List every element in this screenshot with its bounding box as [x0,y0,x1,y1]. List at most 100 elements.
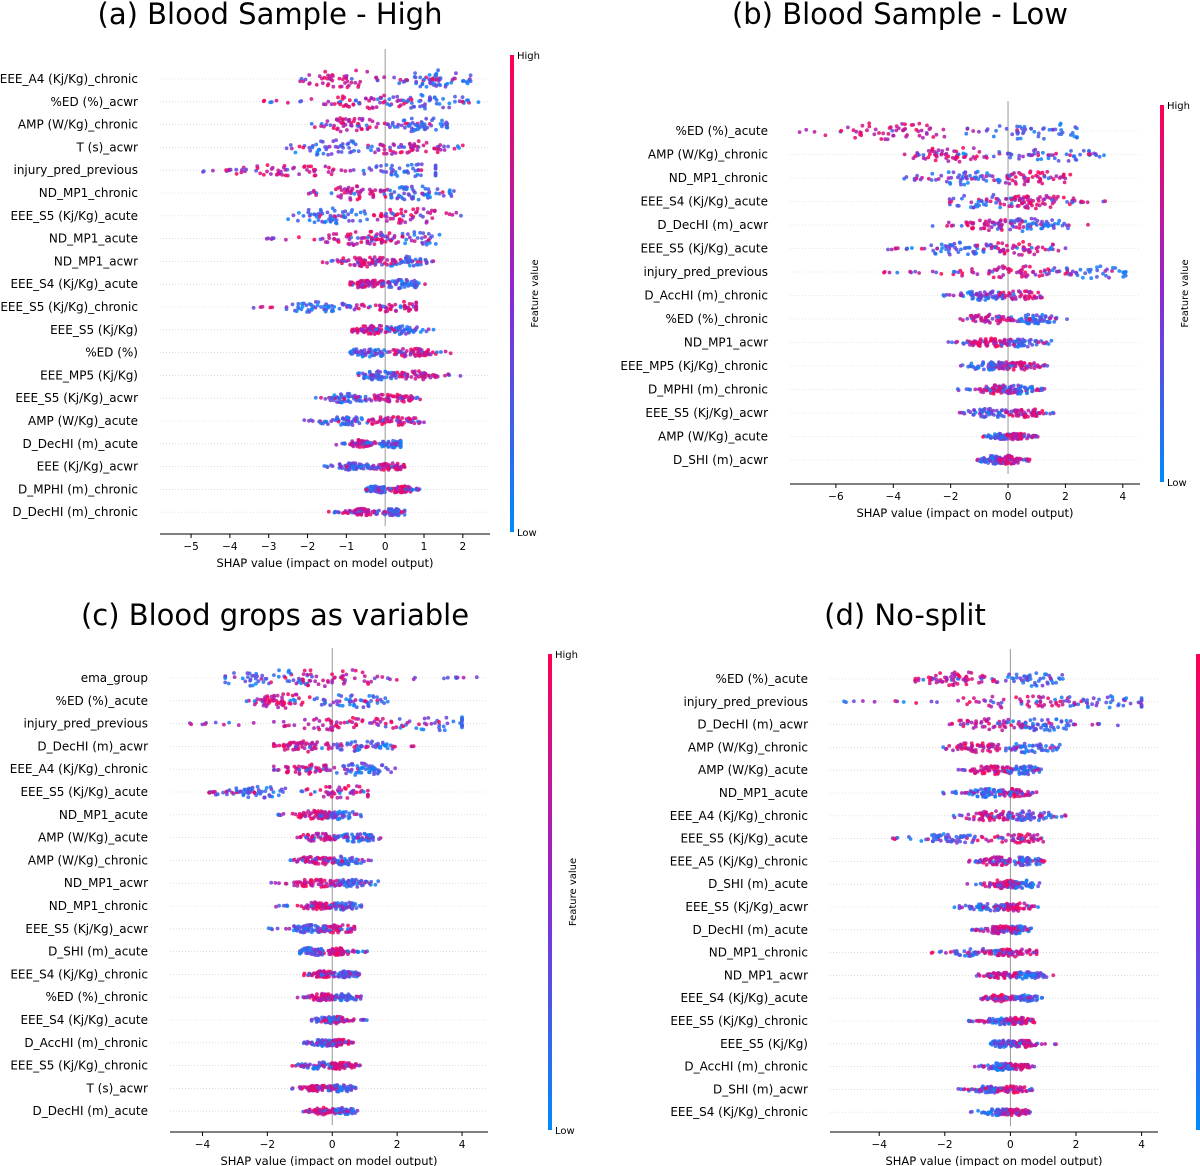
shap-point [422,122,427,127]
shap-point [336,194,341,199]
shap-point [354,860,358,865]
shap-point [336,149,341,154]
shap-point [1017,252,1021,257]
shap-point [448,188,452,193]
shap-point [997,124,1002,128]
shap-point [271,744,276,749]
shap-point [1044,193,1049,198]
shap-point [960,363,965,367]
feature-label: EEE_S4 (Kj/Kg)_acute [10,277,138,291]
shap-point [407,150,412,154]
shap-point [1036,290,1041,295]
feature-label: %ED (%)_acute [56,694,148,708]
shap-point [387,97,392,101]
shap-point [397,419,402,424]
shap-point [293,744,298,749]
shap-point [997,275,1001,279]
feature-label: D_MPHI (m)_chronic [18,482,138,496]
shap-point [347,719,352,723]
shap-point [983,414,988,419]
shap-point [983,458,988,462]
shap-point [434,191,439,196]
shap-point [410,196,415,201]
shap-point [971,251,976,255]
shap-point [955,203,960,208]
shap-point [288,143,293,147]
shap-point [423,106,427,111]
shap-point [1005,456,1010,461]
shap-point [312,173,317,178]
shap-point [461,78,466,83]
shap-point [1027,242,1032,247]
shap-point [985,410,990,415]
shap-point [276,793,281,798]
shap-point [973,243,978,248]
shap-point [327,165,331,170]
shap-point [300,301,304,306]
shap-point [971,129,976,133]
shap-point [943,244,948,248]
shap-point [313,305,318,310]
shap-point [299,702,304,707]
feature-row: AMP (W/Kg)_acute [38,831,488,845]
shap-point [409,744,414,749]
shap-point [270,165,275,170]
shap-point [902,152,907,157]
shap-point [347,98,352,103]
shap-point [457,99,462,104]
shap-point [189,722,194,727]
shap-point [415,395,420,400]
shap-point [384,306,389,310]
shap-point [361,705,366,710]
shap-point [308,148,313,153]
shap-point [1074,270,1078,275]
shap-point [970,269,974,274]
shap-point [391,212,395,216]
shap-point [325,210,330,215]
feature-label: EEE_S5 (Kj/Kg) [50,323,138,337]
shap-point [984,388,989,393]
shap-point [379,169,383,173]
shap-point [352,749,357,753]
shap-point [307,73,312,77]
shap-point [933,158,938,163]
shap-point [440,118,444,123]
shap-point [384,163,389,167]
shap-point [342,397,347,401]
feature-row: AMP (W/Kg)_acute [658,430,1140,444]
shap-point [395,174,400,178]
shap-point [812,130,817,134]
shap-point [338,395,343,400]
shap-point [348,263,352,267]
shap-point [292,723,297,728]
shap-point [416,374,421,379]
shap-point [989,360,993,365]
shap-point [354,184,359,189]
shap-point [369,96,374,100]
shap-point [388,148,393,153]
shap-point [460,100,465,104]
shap-point [438,83,443,88]
shap-point [332,214,337,219]
shap-point [987,271,991,276]
shap-point [382,75,387,80]
shap-point [319,209,323,214]
shap-point [1058,123,1062,127]
feature-row: D_DecHI (m)_acwr [37,739,488,754]
shap-point [402,197,407,202]
shap-point [823,133,828,138]
shap-point [961,146,965,150]
feature-label: AMP (W/Kg)_chronic [18,118,138,132]
shap-point [338,129,343,134]
shap-point [1042,197,1047,201]
shap-point [329,259,334,263]
shap-point [354,128,359,133]
shap-point [925,123,929,128]
shap-point [258,791,263,796]
shap-point [306,832,310,837]
shap-point [1040,219,1044,224]
shap-point [251,721,256,725]
shap-point [296,305,300,309]
shap-point [346,816,351,821]
shap-point [379,237,384,242]
